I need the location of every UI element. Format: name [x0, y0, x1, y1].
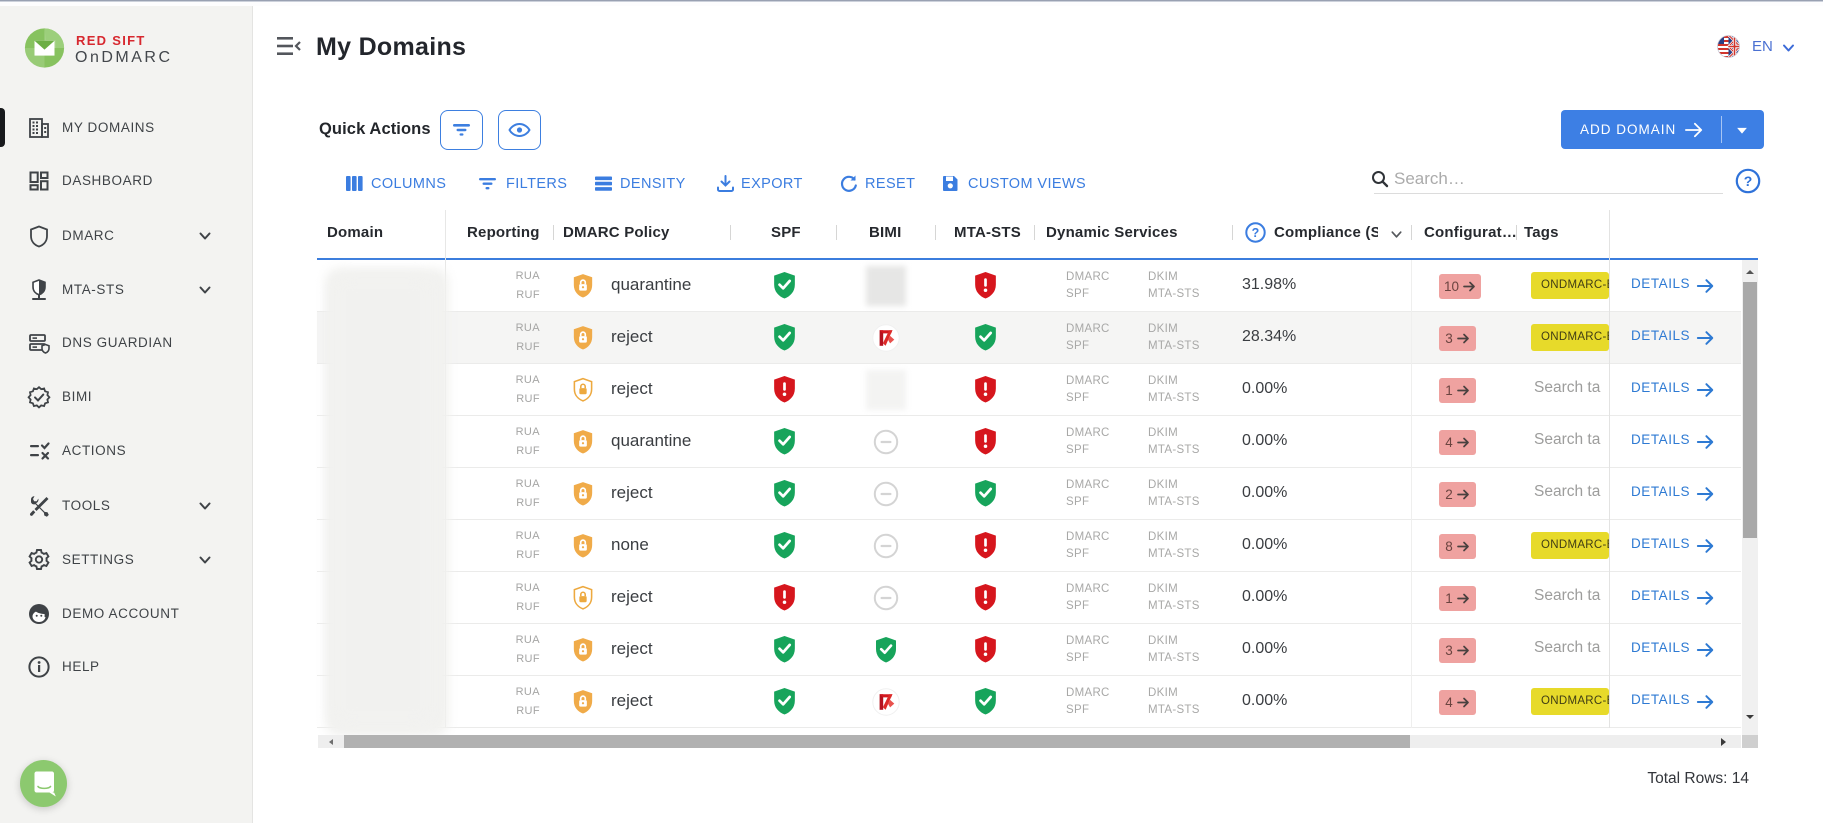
svg-text:?: ?	[1744, 173, 1753, 189]
svg-text:?: ?	[1252, 226, 1260, 240]
